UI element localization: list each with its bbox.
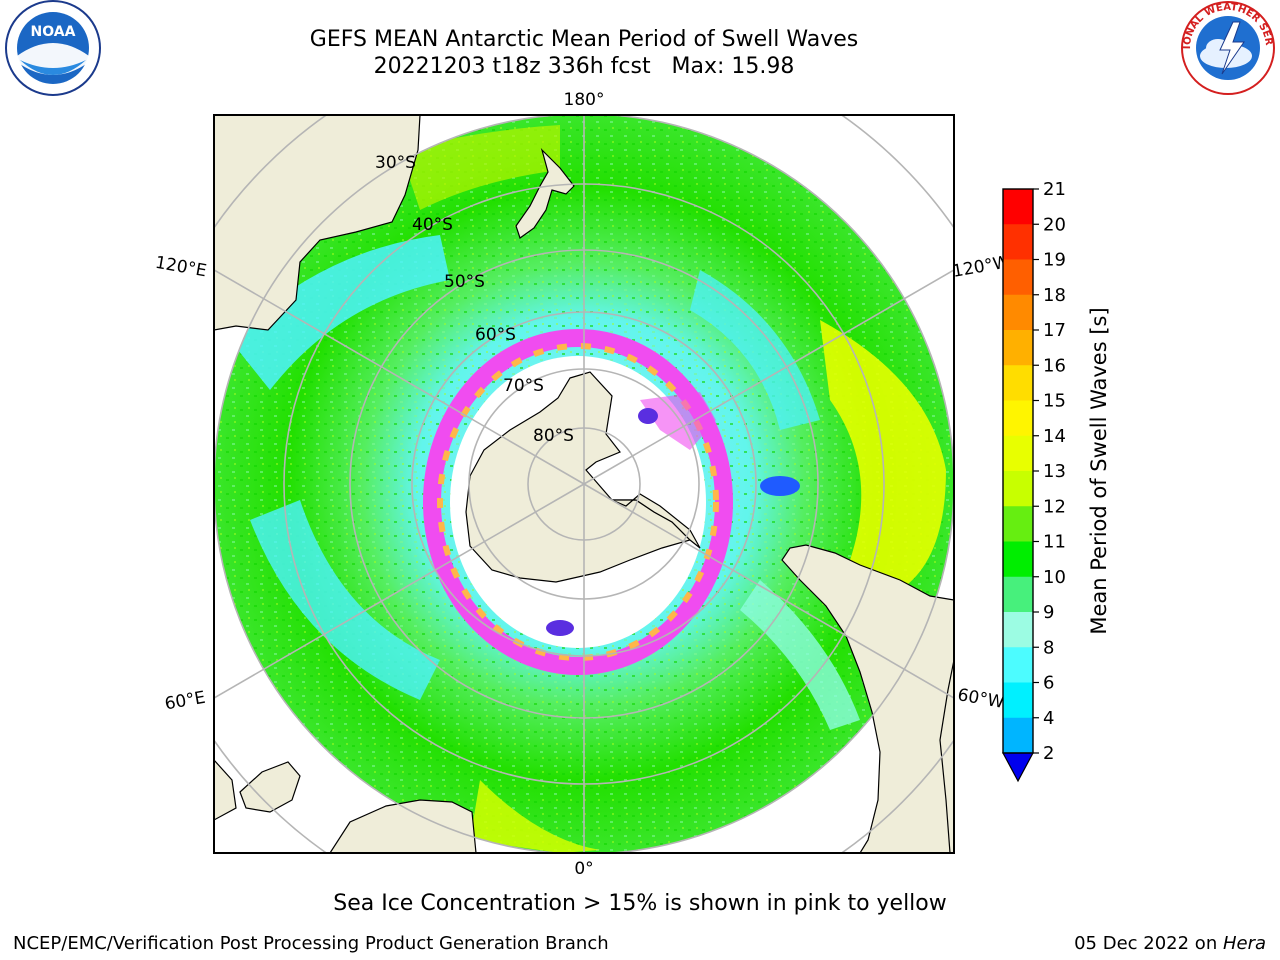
sea-ice-note: Sea Ice Concentration > 15% is shown in … <box>333 891 947 916</box>
colorbar-block <box>1003 612 1033 648</box>
footer-date-text: 05 Dec 2022 on <box>1074 933 1223 954</box>
colorbar-block <box>1003 717 1033 754</box>
colorbar-block <box>1003 400 1033 437</box>
colorbar-block <box>1003 682 1033 719</box>
lat-label-70s: 70°S <box>503 376 544 396</box>
colorbar-block <box>1003 330 1033 366</box>
colorbar-tick-label: 4 <box>1043 708 1054 729</box>
colorbar-tick-label: 19 <box>1043 250 1066 271</box>
colorbar-tick-label: 15 <box>1043 391 1066 412</box>
africa-east-land <box>939 659 954 853</box>
colorbar-blocks <box>1003 189 1033 754</box>
antarctic-peninsula-land <box>611 493 701 549</box>
chart-subtitle: 20221203 t18z 336h fcst Max: 15.98 <box>373 54 795 79</box>
madagascar-land <box>239 761 301 813</box>
colorbar-block <box>1003 224 1033 260</box>
colorbar-tick-label: 14 <box>1043 426 1066 447</box>
noaa-logo-text: NOAA <box>31 24 76 40</box>
colorbar-tick-label: 20 <box>1043 214 1066 235</box>
colorbar-tick-label: 21 <box>1043 179 1066 200</box>
colorbar-tick-label: 9 <box>1043 602 1054 623</box>
footer-organization: NCEP/EMC/Verification Post Processing Pr… <box>13 933 609 954</box>
colorbar-block <box>1003 435 1033 472</box>
colorbar-tick-label: 17 <box>1043 320 1066 341</box>
colorbar-block <box>1003 294 1033 331</box>
antarctica-land <box>465 371 692 583</box>
longitude-gridlines <box>214 115 954 853</box>
indian-subcontinent-land <box>214 759 237 821</box>
colorbar-tick-label: 13 <box>1043 461 1066 482</box>
footer-machine: Hera <box>1222 933 1266 954</box>
colorbar-block <box>1003 506 1033 542</box>
lat-label-50s: 50°S <box>444 272 485 292</box>
colorbar-block <box>1003 647 1033 683</box>
lat-label-40s: 40°S <box>412 215 453 235</box>
lon-label-180: 180° <box>564 90 605 110</box>
lon-label-120e: 120°E <box>154 253 208 282</box>
colorbar-label: Mean Period of Swell Waves [s] <box>1087 307 1111 634</box>
noaa-logo: NOAA <box>5 0 101 96</box>
colorbar-block <box>1003 471 1033 507</box>
footer-date: 05 Dec 2022 on Hera <box>1074 933 1266 954</box>
colorbar-extend-triangle <box>1001 752 1035 783</box>
lat-label-60s: 60°S <box>475 325 516 345</box>
colorbar-block <box>1003 259 1033 296</box>
colorbar-tick-label: 16 <box>1043 355 1066 376</box>
colorbar-block <box>1003 365 1033 401</box>
colorbar-ticks: 21 20 19 18 17 16 15 14 13 12 11 10 9 8 6 4 2 <box>1033 179 1066 764</box>
lon-label-60e: 60°E <box>163 688 207 715</box>
nws-logo: NATIONAL WEATHER SERVICE <box>1178 0 1275 95</box>
colorbar-block <box>1003 541 1033 578</box>
map-frame <box>213 114 955 854</box>
colorbar-tick-label: 2 <box>1043 743 1054 764</box>
lat-label-30s: 30°S <box>375 153 416 173</box>
colorbar-tick-label: 6 <box>1043 673 1054 694</box>
colorbar-block <box>1003 189 1033 225</box>
colorbar-tick-label: 12 <box>1043 496 1066 517</box>
lat-label-80s: 80°S <box>533 426 574 446</box>
colorbar-tick-label: 18 <box>1043 285 1066 306</box>
colorbar: 21 20 19 18 17 16 15 14 13 12 11 10 9 8 6 4 2 Mean Perio… <box>1001 179 1111 783</box>
colorbar-tick-label: 10 <box>1043 567 1066 588</box>
colorbar-tick-label: 11 <box>1043 532 1066 553</box>
chart-title: GEFS MEAN Antarctic Mean Period of Swell… <box>309 27 859 52</box>
colorbar-tick-label: 8 <box>1043 637 1054 658</box>
lon-label-0: 0° <box>574 859 593 879</box>
colorbar-block <box>1003 576 1033 613</box>
